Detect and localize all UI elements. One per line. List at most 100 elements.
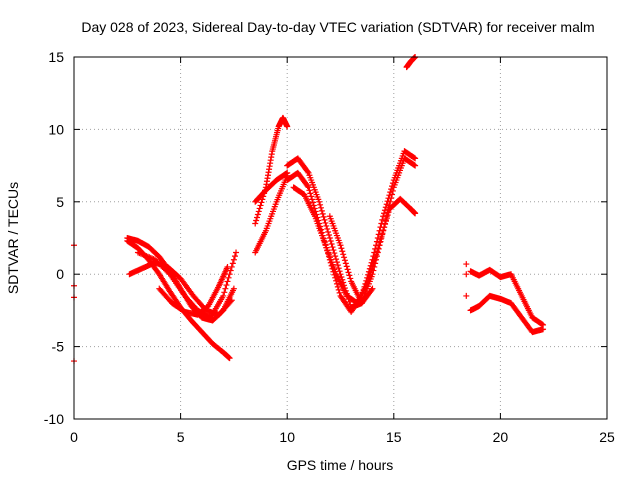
- point-arc-j: [336, 289, 343, 296]
- point-arc-i: [325, 228, 332, 235]
- point-arc-i: [387, 198, 394, 205]
- point-arc-i: [330, 247, 337, 254]
- point-arc-i: [336, 268, 343, 275]
- point-arc-l: [339, 248, 346, 255]
- point-arc-i: [322, 219, 329, 226]
- point-arc-j: [304, 183, 311, 190]
- point-arc-i: [333, 256, 340, 263]
- point-arc-k: [382, 218, 389, 225]
- point-arc-d: [230, 256, 237, 263]
- point-arc-i: [317, 204, 324, 211]
- point-arc-j: [306, 187, 313, 194]
- point-arc-i: [321, 216, 328, 223]
- point-arc-k: [370, 260, 377, 267]
- point-arc-k: [373, 251, 380, 258]
- point-arc-i: [333, 259, 340, 266]
- point-arc-l: [337, 242, 344, 249]
- point-arc-l: [345, 269, 352, 276]
- point-arc-i: [326, 235, 333, 241]
- data-points-layer: [71, 54, 547, 365]
- point-arc-j: [335, 286, 342, 293]
- point-arc-k: [371, 257, 378, 264]
- point-arc-i: [317, 201, 324, 208]
- point-arc-j: [333, 277, 340, 284]
- point-arc-k: [378, 233, 385, 240]
- point-arc-i: [412, 162, 419, 169]
- point-arc-j: [373, 238, 380, 245]
- x-tick-label: 20: [493, 429, 509, 445]
- point-arc-i: [335, 265, 342, 272]
- point-arc-d: [225, 274, 232, 281]
- point-arc-j: [383, 201, 390, 208]
- point-arc-k: [376, 239, 383, 246]
- point-arc-i: [304, 168, 311, 175]
- grid-layer: [74, 57, 607, 419]
- point-arc-i: [325, 231, 332, 238]
- point-arc-j: [388, 186, 395, 193]
- point-arc-o: [539, 321, 546, 328]
- point-arc-j: [309, 199, 316, 206]
- point-arc-k: [382, 221, 389, 228]
- point-arc-l: [368, 286, 375, 293]
- point-arc-l: [341, 254, 348, 261]
- point-arc-j: [384, 198, 391, 205]
- point-arc-i: [331, 250, 338, 257]
- point-arc-d: [224, 278, 231, 285]
- point-arc-k: [368, 266, 375, 273]
- point-arc-d: [221, 289, 228, 296]
- point-arc-j: [389, 180, 396, 187]
- y-tick-label: 10: [48, 121, 64, 137]
- point-arc-k: [385, 209, 392, 216]
- point-arc-i: [324, 225, 331, 232]
- point-arc-d: [222, 285, 229, 292]
- point-arc-l: [340, 251, 347, 258]
- y-tick-label: -5: [52, 339, 65, 355]
- point-arc-k: [375, 242, 382, 249]
- y-tick-label: 5: [56, 194, 64, 210]
- point-arc-f: [253, 217, 260, 224]
- point-arc-i: [319, 210, 326, 217]
- point-arc-p: [540, 326, 547, 333]
- point-arc-f: [253, 214, 260, 221]
- ticks-layer: [73, 56, 608, 420]
- point-arc-i: [316, 198, 323, 205]
- point-arc-k: [412, 210, 419, 217]
- point-arc-f: [252, 220, 259, 227]
- point-arc-k: [380, 227, 387, 234]
- y-tick-labels: 15 10 5 0 -5 -10: [44, 49, 64, 427]
- point-arc-j: [386, 192, 393, 199]
- point-arc-d: [220, 292, 227, 299]
- point-arc-l: [338, 245, 345, 252]
- point-arc-f: [256, 205, 263, 212]
- point-arc-j: [379, 216, 386, 223]
- x-tick-label: 0: [70, 429, 78, 445]
- point-arc-a: [226, 355, 233, 362]
- point-arc-l: [346, 272, 353, 279]
- point-arc-d: [231, 253, 238, 260]
- chart-title: Day 028 of 2023, Sidereal Day-to-day VTE…: [81, 19, 594, 35]
- y-axis-label: SDTVAR / TECUs: [5, 182, 21, 294]
- point-arc-f: [258, 199, 265, 206]
- point-arc-n: [463, 271, 470, 278]
- point-arc-k: [384, 212, 391, 219]
- point-arc-i: [411, 161, 418, 168]
- point-arc-k: [381, 224, 388, 231]
- point-arc-f: [284, 123, 291, 130]
- point-arc-i: [320, 213, 327, 220]
- point-arc-k: [366, 275, 373, 282]
- point-arc-d: [233, 249, 240, 256]
- point-arc-c: [227, 298, 234, 305]
- point-arc-j: [381, 210, 388, 217]
- point-arc-k: [374, 245, 381, 252]
- x-tick-label: 15: [386, 429, 402, 445]
- point-arc-i: [323, 222, 330, 229]
- point-arc-j: [307, 190, 314, 197]
- point-arc-k: [377, 236, 384, 243]
- point-arc-k: [369, 263, 376, 270]
- point-arc-d: [229, 260, 236, 267]
- point-arc-j: [305, 184, 312, 191]
- point-arc-c: [228, 297, 235, 304]
- point-arc-i: [327, 238, 334, 245]
- point-arc-j: [387, 189, 394, 196]
- point-arc-f: [254, 211, 261, 218]
